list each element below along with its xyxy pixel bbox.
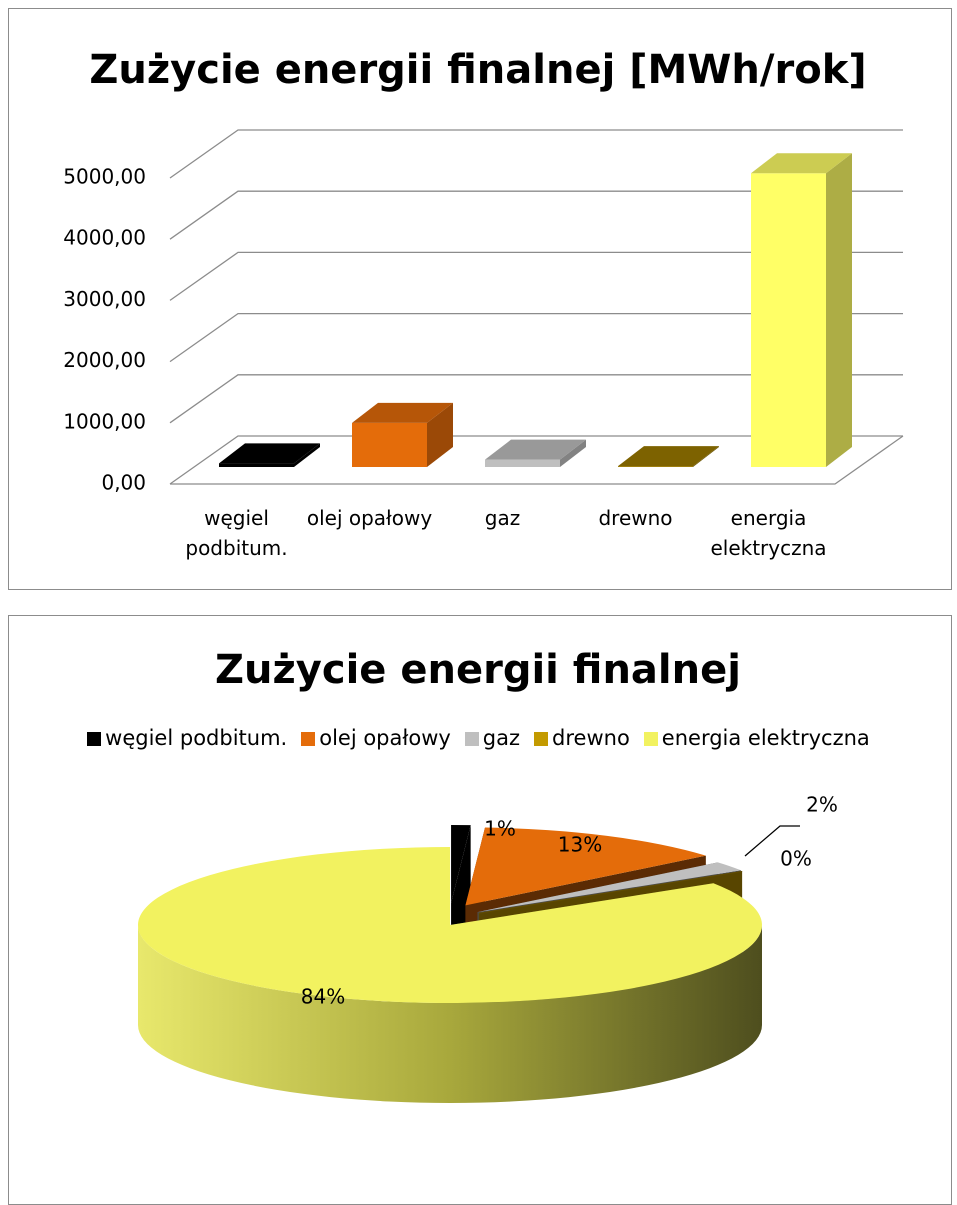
- bar-side: [693, 446, 719, 467]
- bar-side: [826, 153, 852, 468]
- x-tick-label: węgiel podbitum.: [185, 506, 288, 560]
- legend-swatch: [87, 732, 102, 746]
- pie-slice: [478, 870, 743, 914]
- legend-label: energia elektryczna: [661, 726, 870, 750]
- data-label: 84%: [301, 985, 345, 1009]
- legend: węgiel podbitum. olej opałowy gaz drewno ene…: [0, 726, 957, 750]
- pie-slice: [451, 825, 471, 904]
- grid-line: [169, 374, 903, 424]
- legend-label: węgiel podbitum.: [105, 726, 288, 750]
- bar-top: [751, 153, 852, 174]
- grid-line: [169, 312, 903, 363]
- bar-top: [352, 402, 453, 423]
- y-tick-label: 3000,00: [63, 287, 146, 311]
- bar: [751, 173, 826, 468]
- data-label: 0%: [780, 847, 812, 871]
- legend-item: olej opałowy: [301, 726, 451, 750]
- pie-tops: [137, 825, 763, 1003]
- data-label: 2%: [806, 793, 838, 817]
- pie-title: Zużycie energii finalnej: [215, 647, 741, 693]
- floor-edge: [170, 435, 904, 485]
- x-tick-label: energia elektryczna: [710, 506, 827, 560]
- bar-title: Zużycie energii finalnej [MWh/rok]: [89, 47, 866, 93]
- bar-top: [485, 439, 586, 460]
- grid-line: [169, 190, 903, 240]
- bar-side: [427, 402, 453, 467]
- pie-slice: [477, 862, 741, 913]
- grid-line: [169, 435, 903, 485]
- pie-slice: [465, 827, 706, 906]
- bar-top: [219, 443, 320, 464]
- pie-slice: [137, 847, 763, 1003]
- y-tick-label: 0,00: [101, 471, 146, 495]
- x-tick-label: olej opałowy: [306, 506, 433, 530]
- bar: [219, 463, 294, 467]
- bar-top: [618, 446, 719, 467]
- legend-swatch: [534, 732, 549, 746]
- grid-line: [169, 251, 903, 301]
- bar: [352, 422, 427, 467]
- legend-label: gaz: [482, 726, 521, 750]
- legend-swatch: [643, 732, 658, 746]
- pie-side: [138, 925, 762, 1103]
- x-tick-label: gaz: [484, 506, 521, 530]
- y-tick-label: 4000,00: [63, 226, 146, 250]
- grid-line: [169, 129, 903, 179]
- legend-swatch: [464, 732, 479, 746]
- legend-swatch: [301, 732, 316, 746]
- legend-item: węgiel podbitum.: [87, 726, 287, 750]
- x-tick-label: drewno: [598, 506, 673, 530]
- bar: [618, 466, 693, 467]
- legend-label: olej opałowy: [319, 726, 451, 750]
- y-tick-label: 2000,00: [63, 348, 146, 372]
- legend-item: drewno: [534, 726, 630, 750]
- leader-line: [744, 825, 800, 857]
- y-tick-label: 5000,00: [63, 165, 146, 189]
- data-label: 1%: [484, 817, 516, 841]
- legend-item: gaz: [464, 726, 521, 750]
- bar-side: [560, 439, 586, 467]
- bar: [485, 459, 560, 467]
- legend-item: energia elektryczna: [643, 726, 870, 750]
- legend-label: drewno: [552, 726, 630, 750]
- bar-side: [294, 443, 320, 467]
- y-tick-label: 1000,00: [63, 409, 146, 433]
- data-label: 13%: [558, 833, 602, 857]
